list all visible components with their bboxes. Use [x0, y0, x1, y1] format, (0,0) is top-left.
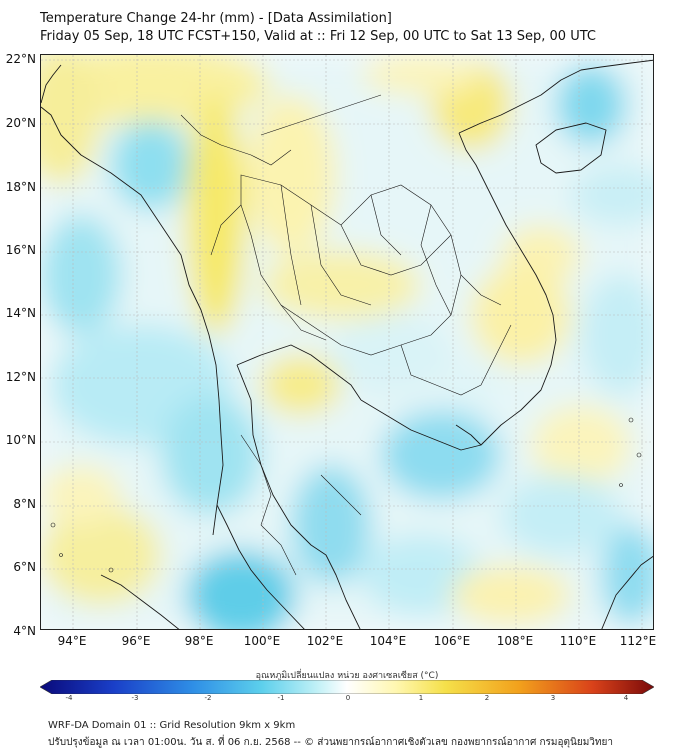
lon-label: 104°E: [369, 634, 407, 648]
colorbar-tick: 0: [345, 694, 351, 702]
lat-label: 8°N: [13, 497, 36, 511]
map-canvas: [41, 55, 653, 629]
lat-label: 16°N: [5, 243, 36, 257]
lat-label: 12°N: [5, 370, 36, 384]
admin-boundaries: [180, 94, 512, 576]
coastlines: [41, 59, 653, 629]
colorbar-tick: 4: [623, 694, 629, 702]
colorbar-tick: 2: [484, 694, 490, 702]
lat-label: 14°N: [5, 306, 36, 320]
colorbar-tick: -2: [204, 694, 212, 702]
colorbar: [40, 680, 654, 694]
lon-label: 112°E: [619, 634, 657, 648]
lat-label: 22°N: [5, 52, 36, 66]
lon-label: 102°E: [306, 634, 344, 648]
colorbar-tick: 1: [418, 694, 424, 702]
colorbar-tick: 3: [550, 694, 556, 702]
islands: [50, 417, 642, 573]
colorbar-tick: -3: [131, 694, 139, 702]
lat-label: 10°N: [5, 433, 36, 447]
title-line-1: Temperature Change 24-hr (mm) - [Data As…: [40, 11, 392, 26]
lon-label: 108°E: [496, 634, 534, 648]
footer-model-info: WRF-DA Domain 01 :: Grid Resolution 9km …: [48, 720, 296, 731]
colorbar-tick: -4: [65, 694, 73, 702]
lon-label: 96°E: [121, 634, 151, 648]
lat-label: 4°N: [13, 624, 36, 638]
lat-label: 6°N: [13, 560, 36, 574]
footer-credits: ปรับปรุงข้อมูล ณ เวลา 01:00น. วัน ส. ที่…: [48, 737, 613, 748]
title-line-2: Friday 05 Sep, 18 UTC FCST+150, Valid at…: [40, 29, 596, 44]
gridlines: [41, 55, 653, 629]
lat-label: 18°N: [5, 180, 36, 194]
temperature-field: [41, 55, 653, 629]
lon-label: 98°E: [184, 634, 214, 648]
lat-label: 20°N: [5, 116, 36, 130]
lon-label: 94°E: [57, 634, 87, 648]
colorbar-tick: -1: [277, 694, 285, 702]
colorbar-title: อุณหภูมิเปลี่ยนแปลง หน่วย องศาเซลเซียส (…: [255, 671, 439, 681]
map-panel: [40, 54, 654, 630]
lon-label: 106°E: [433, 634, 471, 648]
lon-label: 100°E: [243, 634, 281, 648]
chart-title: Temperature Change 24-hr (mm) - [Data As…: [40, 10, 596, 46]
lon-label: 110°E: [559, 634, 597, 648]
